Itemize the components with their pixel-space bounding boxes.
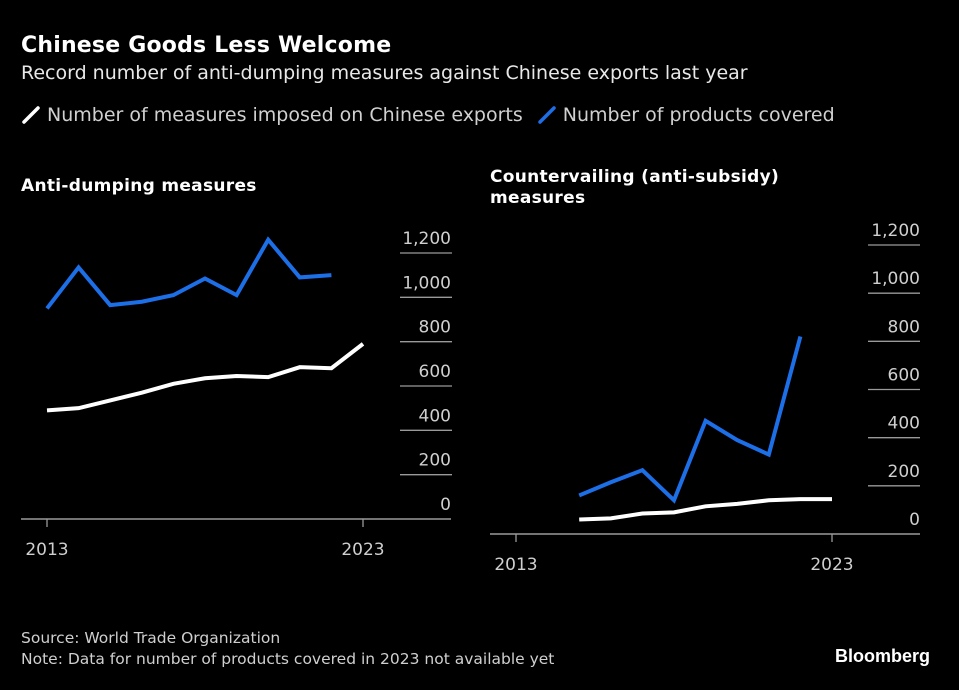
source-note: Source: World Trade Organization <box>21 629 281 647</box>
y-tick-label: 200 <box>419 451 451 471</box>
y-tick-label: 800 <box>419 318 451 338</box>
legend-label: Number of products covered <box>562 104 835 126</box>
y-tick-label: 1,000 <box>871 269 920 289</box>
y-tick-label: 0 <box>440 495 451 515</box>
products-line <box>45 236 332 310</box>
data-note: Note: Data for number of products covere… <box>21 650 555 668</box>
x-tick-label: 2023 <box>810 555 853 575</box>
legend-label: Number of measures imposed on Chinese ex… <box>47 104 523 126</box>
y-tick-label: 0 <box>909 510 920 530</box>
legend-item-measures: Number of measures imposed on Chinese ex… <box>21 104 523 126</box>
y-tick-label: 800 <box>888 317 920 337</box>
y-tick-label: 1,000 <box>402 273 451 293</box>
y-tick-label: 1,200 <box>402 229 451 249</box>
y-tick-label: 200 <box>888 462 920 482</box>
footer: Source: World Trade Organization Note: D… <box>21 628 554 670</box>
x-tick-label: 2023 <box>341 540 384 560</box>
measures-line <box>46 342 365 413</box>
x-tick-label: 2013 <box>494 555 537 575</box>
legend: Number of measures imposed on Chinese ex… <box>21 104 849 126</box>
y-tick-label: 1,200 <box>871 221 920 241</box>
y-tick-label: 400 <box>888 414 920 434</box>
measures-line <box>579 497 832 522</box>
panel-title-anti-dumping: Anti-dumping measures <box>21 176 257 196</box>
line-swatch-icon <box>22 106 40 124</box>
line-swatch-icon <box>538 106 556 124</box>
y-tick-label: 600 <box>888 366 920 386</box>
panel-title-countervailing: Countervailing (anti-subsidy) measures <box>490 167 780 208</box>
bloomberg-logo: Bloomberg <box>834 646 930 666</box>
y-tick-label: 400 <box>419 406 451 426</box>
y-tick-label: 600 <box>419 362 451 382</box>
legend-item-products: Number of products covered <box>537 104 835 126</box>
chart-subtitle: Record number of anti-dumping measures a… <box>21 62 748 84</box>
products-line <box>578 335 803 504</box>
chart-title: Chinese Goods Less Welcome <box>21 33 392 58</box>
x-tick-label: 2013 <box>25 540 68 560</box>
